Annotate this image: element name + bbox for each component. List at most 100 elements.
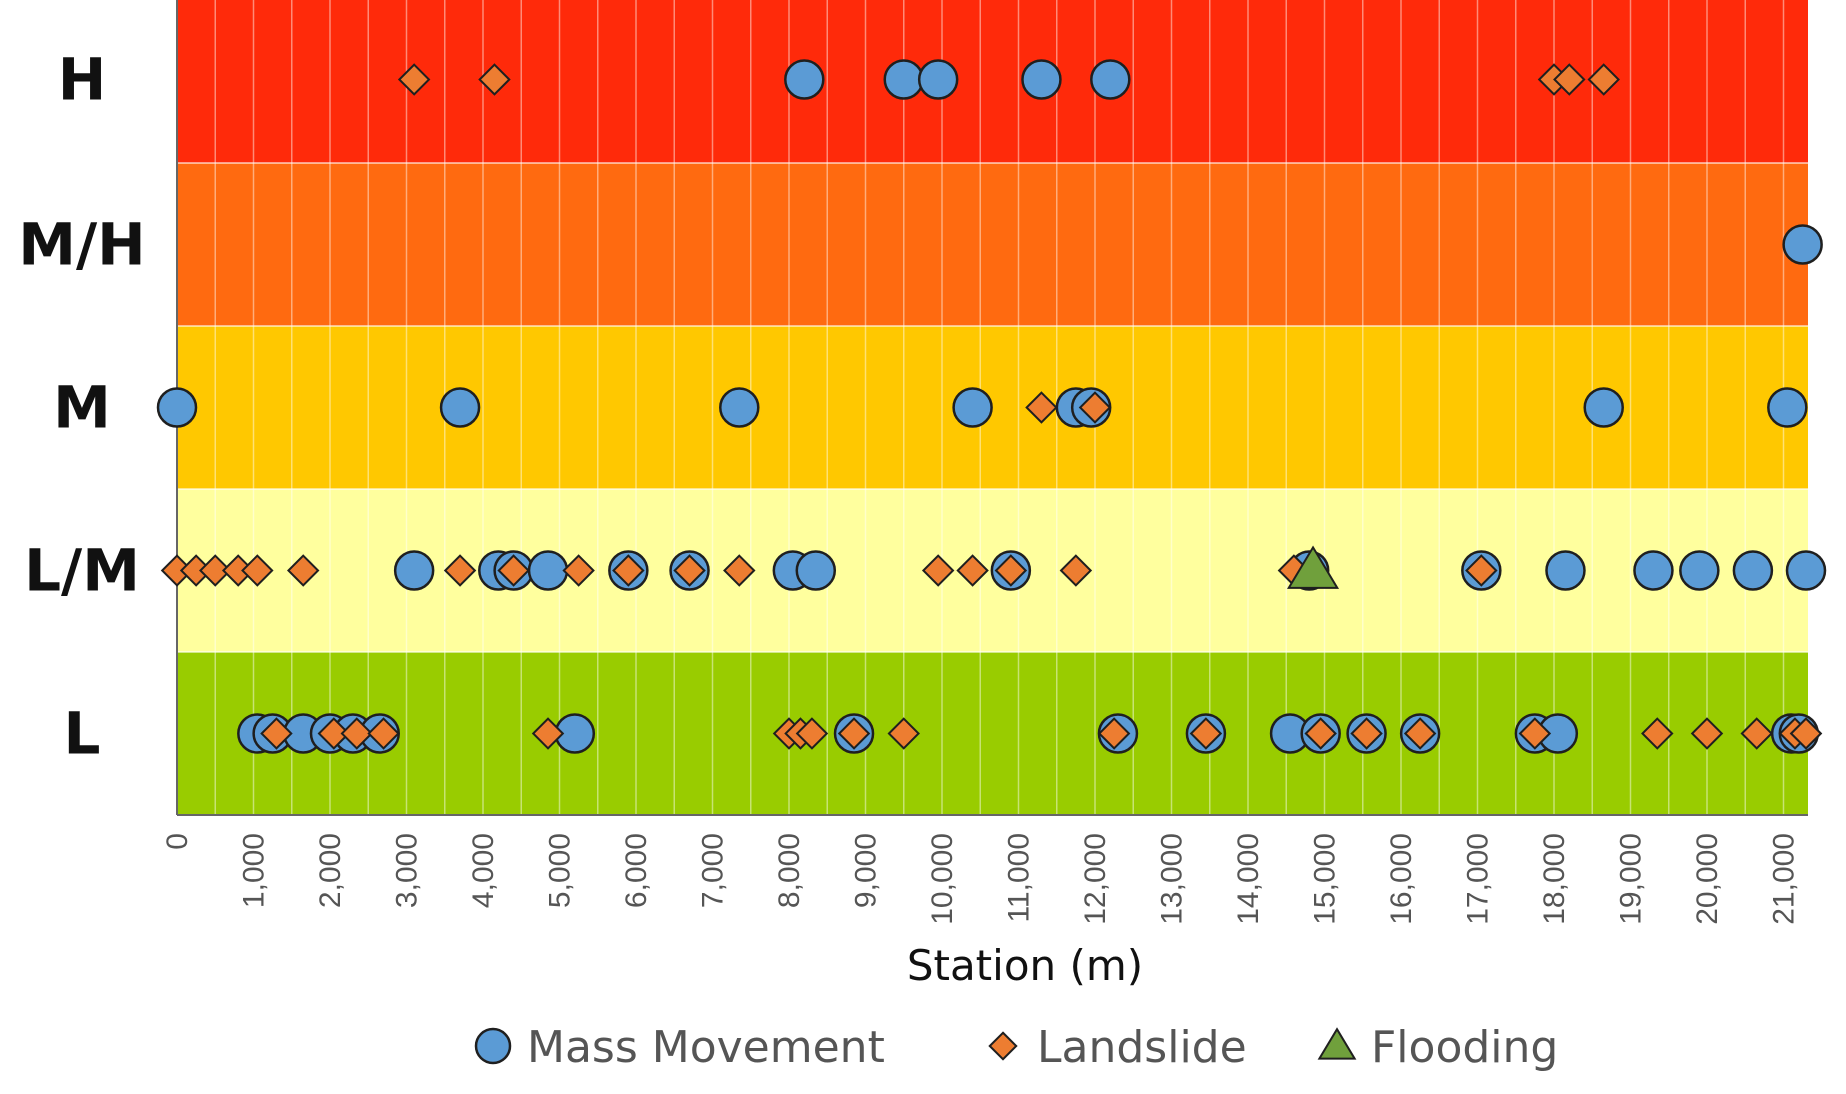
circle-point — [1732, 550, 1774, 591]
diamond-point — [673, 554, 706, 587]
diamond-point — [562, 554, 595, 587]
diamond-point — [1059, 554, 1093, 587]
circle-point — [784, 59, 825, 100]
x-tick-label: 20,000 — [1691, 833, 1724, 925]
x-tick-label: 18,000 — [1538, 833, 1571, 925]
legend-item-landslide: Landslide — [988, 1022, 1247, 1073]
x-tick-label: 2,000 — [314, 833, 347, 908]
x-tick-label: 0 — [161, 833, 194, 850]
x-tick-label: 7,000 — [697, 833, 730, 908]
diamond-point — [1078, 391, 1112, 424]
diamond-point — [1690, 717, 1724, 750]
diamond-point — [887, 717, 920, 750]
diamond-point — [1304, 717, 1337, 750]
x-tick-label: 3,000 — [391, 833, 424, 908]
x-tick-label: 21,000 — [1768, 833, 1801, 925]
x-tick-label: 16,000 — [1385, 833, 1418, 925]
diamond-point — [1641, 717, 1674, 750]
risk-bands — [177, 0, 1808, 815]
circle-point — [795, 550, 837, 591]
series-mass-movement — [156, 59, 1827, 754]
x-tick-label: 5,000 — [544, 833, 577, 908]
diamond-point — [260, 717, 293, 750]
diamond-point — [1403, 717, 1437, 750]
legend-label: Flooding — [1371, 1022, 1558, 1073]
x-axis-tick-labels: 0 1,000 2,000 3,000 4,000 5,000 6,000 7,000 8,00… — [161, 833, 1801, 925]
diamond-point — [956, 554, 989, 587]
legend-item-flooding: Flooding — [1317, 1022, 1558, 1073]
circle-point — [1633, 550, 1674, 591]
diamond-point — [1350, 717, 1383, 750]
circle-point — [1679, 550, 1720, 591]
diamond-point — [497, 554, 530, 587]
diamond-point — [478, 63, 511, 96]
diamond-point — [340, 717, 374, 750]
circle-point — [1090, 59, 1131, 100]
diamond-point — [286, 554, 320, 587]
x-tick-label: 6,000 — [620, 833, 653, 908]
x-tick-label: 8,000 — [773, 833, 806, 908]
diamond-point — [612, 554, 645, 587]
diamond-point — [1789, 717, 1823, 750]
legend: Mass Movement Landslide Flooding — [474, 1022, 1558, 1073]
legend-item-mass-movement: Mass Movement — [474, 1022, 885, 1073]
diamond-point — [367, 717, 400, 750]
diamond-point — [531, 717, 565, 750]
diamond-point — [1553, 63, 1586, 96]
diamond-point — [1097, 717, 1131, 750]
x-tick-label: 9,000 — [850, 833, 883, 908]
diamond-point — [837, 717, 871, 750]
diamond-point — [921, 554, 955, 587]
diamond-point — [1740, 717, 1773, 750]
y-tick-label: L/M — [24, 537, 140, 605]
diamond-point — [1465, 554, 1498, 587]
band-m-h — [177, 163, 1808, 326]
circle-point — [1021, 59, 1062, 100]
y-tick-label: L — [64, 700, 101, 768]
x-tick-label: 19,000 — [1615, 833, 1648, 925]
series-flooding — [1287, 545, 1340, 589]
circle-point — [719, 387, 760, 428]
x-tick-label: 14,000 — [1232, 833, 1265, 925]
circle-point — [439, 387, 481, 428]
triangle-point — [1287, 545, 1340, 589]
x-tick-label: 10,000 — [926, 833, 959, 925]
x-tick-label: 12,000 — [1079, 833, 1112, 925]
circle-point — [883, 59, 924, 100]
diamond-point — [199, 554, 232, 587]
diamond-point — [1587, 63, 1620, 96]
diamond-point — [723, 554, 756, 587]
legend-label: Mass Movement — [527, 1022, 885, 1073]
diamond-point — [241, 554, 274, 587]
x-axis-title: Station (m) — [907, 941, 1143, 990]
diamond-point — [443, 554, 477, 587]
y-tick-label: M — [53, 374, 111, 442]
legend-label: Landslide — [1037, 1022, 1247, 1073]
data-points — [156, 59, 1827, 754]
legend-triangle-marker — [1317, 1027, 1357, 1060]
x-tick-label: 15,000 — [1309, 833, 1342, 925]
diamond-point — [1025, 391, 1058, 424]
circle-point — [527, 550, 569, 591]
y-axis-labels: H M/H M L/M L — [18, 46, 145, 768]
circle-point — [1782, 224, 1823, 265]
x-tick-label: 17,000 — [1462, 833, 1495, 925]
x-tick-label: 11,000 — [1003, 833, 1036, 923]
series-landslide — [160, 63, 1823, 750]
circle-point — [1583, 387, 1624, 428]
grid-lines — [176, 0, 1808, 816]
legend-circle-marker — [474, 1027, 512, 1065]
diamond-point — [1518, 717, 1552, 750]
diamond-point — [795, 717, 829, 750]
y-tick-label: M/H — [18, 211, 145, 279]
legend-diamond-marker — [988, 1031, 1018, 1061]
diamond-point — [994, 554, 1028, 587]
circle-point — [1545, 550, 1586, 591]
circle-point — [917, 59, 959, 100]
x-tick-label: 4,000 — [467, 833, 500, 908]
diamond-point — [397, 63, 431, 96]
y-tick-label: H — [58, 46, 107, 114]
circle-point — [1767, 387, 1808, 428]
diamond-point — [317, 717, 351, 750]
